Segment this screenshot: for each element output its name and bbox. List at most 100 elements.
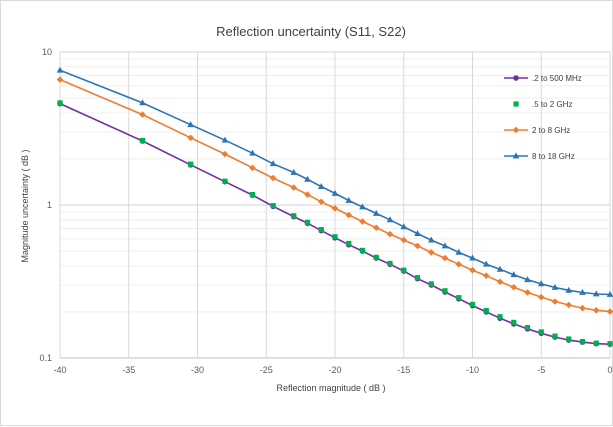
data-point bbox=[414, 242, 421, 250]
legend-item: .5 to 2 GHz bbox=[513, 100, 572, 109]
data-point bbox=[139, 137, 146, 144]
data-point bbox=[496, 278, 504, 286]
data-point bbox=[401, 267, 407, 273]
data-point bbox=[331, 205, 339, 212]
data-point bbox=[482, 260, 490, 267]
data-point bbox=[290, 184, 298, 191]
x-tick-label: -20 bbox=[328, 365, 341, 375]
data-point bbox=[414, 230, 421, 237]
data-point bbox=[291, 213, 297, 219]
legend-label: .5 to 2 GHz bbox=[532, 100, 572, 109]
legend-item: 8 to 18 GHz bbox=[504, 152, 575, 161]
x-axis-ticks: -40 -35 -30 -25 -20 -15 -10 -5 0 bbox=[53, 365, 612, 375]
data-point bbox=[469, 301, 476, 308]
legend: .2 to 500 MHz .5 to 2 GHz 2 to 8 GHz 8 to 1… bbox=[504, 74, 582, 161]
data-point bbox=[592, 307, 600, 314]
data-point bbox=[565, 286, 573, 293]
legend-label: 8 to 18 GHz bbox=[532, 152, 575, 161]
data-point bbox=[269, 160, 277, 167]
legend-marker bbox=[513, 101, 519, 107]
series-4 bbox=[56, 66, 613, 297]
data-point bbox=[290, 168, 298, 175]
data-point bbox=[524, 276, 531, 283]
y-axis-label: Magnitude uncertainty ( dB ) bbox=[20, 149, 30, 262]
data-point bbox=[566, 336, 572, 342]
data-point bbox=[386, 216, 394, 223]
chart-title: Reflection uncertainty (S11, S22) bbox=[216, 24, 406, 39]
data-point bbox=[538, 329, 544, 335]
legend-item: .2 to 500 MHz bbox=[504, 74, 582, 83]
legend-marker bbox=[513, 75, 519, 81]
data-point bbox=[56, 76, 64, 83]
data-point bbox=[441, 254, 449, 262]
data-point bbox=[359, 218, 366, 225]
data-point bbox=[359, 247, 366, 253]
data-point bbox=[304, 219, 311, 225]
data-point bbox=[606, 308, 613, 315]
data-point bbox=[373, 254, 379, 260]
y-tick-label: 10 bbox=[42, 47, 52, 57]
data-point bbox=[427, 236, 435, 243]
data-point bbox=[579, 338, 586, 345]
data-point bbox=[496, 265, 504, 272]
data-point bbox=[469, 266, 476, 274]
data-point bbox=[221, 150, 229, 158]
data-point bbox=[565, 301, 573, 309]
data-point bbox=[593, 340, 599, 346]
series-layer bbox=[56, 66, 613, 348]
data-point bbox=[469, 254, 476, 261]
data-point bbox=[187, 134, 194, 142]
data-point bbox=[579, 288, 586, 295]
legend-item: 2 to 8 GHz bbox=[504, 126, 570, 135]
data-point bbox=[497, 314, 503, 320]
series-2 bbox=[57, 100, 613, 347]
x-tick-label: -15 bbox=[397, 365, 410, 375]
data-point bbox=[414, 275, 421, 281]
data-point bbox=[304, 191, 311, 198]
x-tick-label: -5 bbox=[537, 365, 545, 375]
data-point bbox=[317, 182, 325, 189]
data-point bbox=[607, 341, 613, 347]
data-point bbox=[139, 99, 146, 106]
data-point bbox=[345, 196, 353, 203]
data-point bbox=[400, 223, 408, 230]
legend-label: 2 to 8 GHz bbox=[532, 126, 570, 135]
x-tick-label: 0 bbox=[607, 365, 612, 375]
data-point bbox=[249, 149, 256, 156]
data-point bbox=[551, 298, 559, 305]
data-point bbox=[455, 248, 463, 255]
data-point bbox=[318, 227, 324, 233]
data-point bbox=[537, 293, 545, 301]
data-point bbox=[56, 66, 64, 73]
legend-marker bbox=[512, 152, 520, 159]
data-point bbox=[269, 174, 277, 182]
data-point bbox=[537, 280, 545, 287]
data-point bbox=[249, 191, 256, 198]
major-gridlines bbox=[59, 51, 611, 359]
data-point bbox=[317, 198, 325, 206]
x-tick-label: -30 bbox=[191, 365, 204, 375]
data-point bbox=[551, 283, 559, 290]
data-point bbox=[483, 308, 489, 314]
data-point bbox=[139, 111, 146, 118]
data-point bbox=[345, 211, 353, 219]
x-tick-label: -10 bbox=[466, 365, 479, 375]
x-tick-label: -25 bbox=[260, 365, 273, 375]
series-line bbox=[59, 69, 611, 296]
legend-label: .2 to 500 MHz bbox=[532, 74, 582, 83]
data-point bbox=[441, 242, 449, 249]
data-point bbox=[372, 224, 380, 232]
data-point bbox=[455, 260, 463, 268]
data-point bbox=[579, 304, 586, 312]
data-point bbox=[304, 175, 311, 182]
data-point bbox=[552, 333, 558, 339]
data-point bbox=[222, 178, 228, 184]
x-axis-label: Reflection magnitude ( dB ) bbox=[276, 383, 385, 393]
data-point bbox=[346, 240, 352, 247]
data-point bbox=[427, 249, 435, 256]
legend-marker bbox=[512, 126, 520, 134]
data-point bbox=[510, 271, 518, 278]
data-point bbox=[511, 319, 517, 325]
